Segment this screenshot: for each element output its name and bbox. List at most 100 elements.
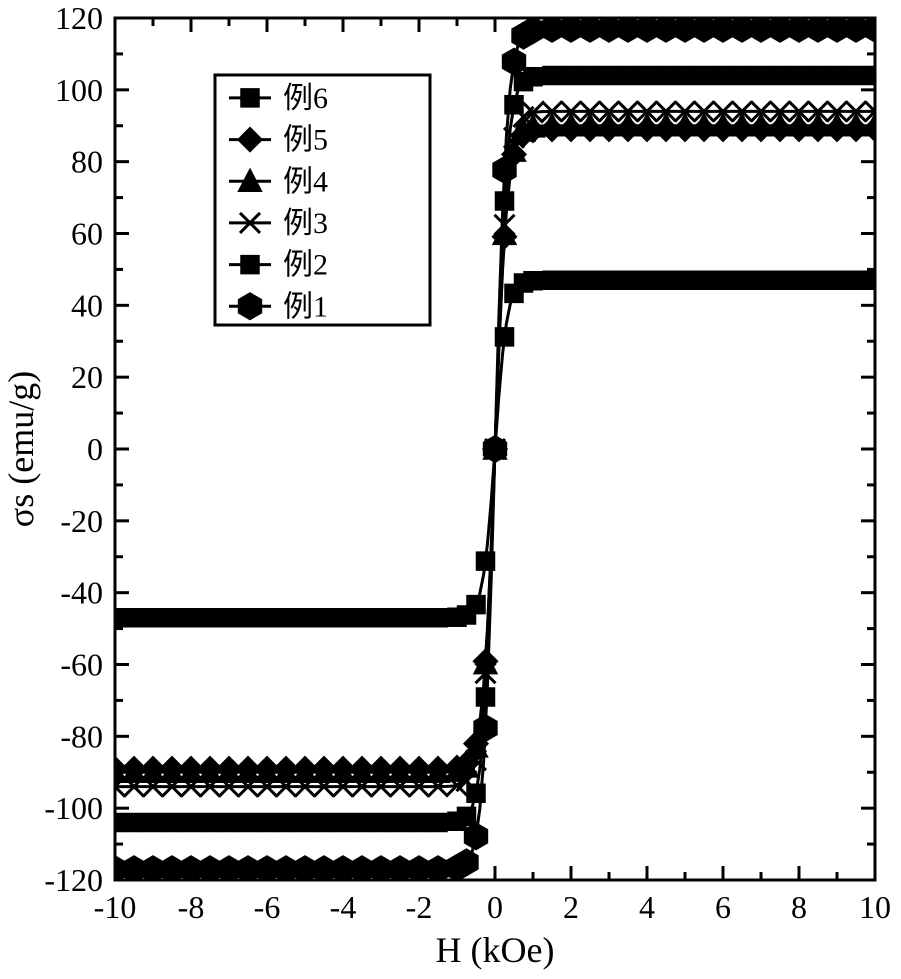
series-marker-s6 (524, 272, 542, 290)
legend-label: 例2 (283, 249, 328, 282)
series-marker-s2 (391, 814, 409, 832)
series-marker-s2 (790, 66, 808, 84)
x-tick-label: 4 (639, 889, 655, 925)
series-marker-s2 (277, 814, 295, 832)
x-tick-label: 6 (715, 889, 731, 925)
series-marker-s6 (239, 609, 257, 627)
series-marker-s6 (391, 609, 409, 627)
y-tick-label: 60 (71, 216, 103, 252)
x-tick-label: -2 (406, 889, 433, 925)
series-marker-s2 (866, 66, 884, 84)
series-marker-s6 (733, 271, 751, 289)
series-marker-s2 (714, 66, 732, 84)
y-tick-label: 0 (87, 431, 103, 467)
series-marker-s2 (505, 96, 523, 114)
series-marker-s6 (477, 552, 495, 570)
series-marker-s2 (562, 66, 580, 84)
series-marker-s2 (163, 814, 181, 832)
y-tick-label: 20 (71, 359, 103, 395)
legend-label: 例4 (283, 165, 328, 198)
series-marker-s6 (657, 271, 675, 289)
series-marker-s2 (752, 66, 770, 84)
series-marker-s1 (455, 849, 478, 875)
series-marker-s2 (220, 814, 238, 832)
series-marker-s2 (581, 66, 599, 84)
series-marker-s6 (144, 609, 162, 627)
series-marker-s6 (467, 596, 485, 614)
series-marker-s2 (638, 66, 656, 84)
legend: 例6 例5 例4 例3 例2 例1 (215, 75, 430, 325)
series-marker-s2 (144, 814, 162, 832)
series-marker-s6 (163, 609, 181, 627)
series-marker-s6 (752, 271, 770, 289)
y-tick-label: -60 (60, 647, 103, 683)
series-marker-s2 (771, 66, 789, 84)
series-marker-s2 (847, 66, 865, 84)
series-marker-s2 (600, 66, 618, 84)
series-marker-s6 (866, 271, 884, 289)
series-marker-s2 (410, 814, 428, 832)
series-marker-s6 (790, 271, 808, 289)
series-marker-s6 (106, 609, 124, 627)
y-axis-label: σs (emu/g) (1, 371, 41, 527)
series-marker-s2 (429, 813, 447, 831)
hysteresis-chart: -10-8-6-4-20246810-120-100-80-60-40-2002… (0, 0, 901, 979)
series-marker-s2 (315, 814, 333, 832)
series-marker-s2 (258, 814, 276, 832)
series-marker-s2 (239, 814, 257, 832)
series-marker-s2 (524, 68, 542, 86)
series-marker-s2 (733, 66, 751, 84)
series-marker-s6 (182, 609, 200, 627)
series-marker-s6 (809, 271, 827, 289)
series-marker-s6 (296, 609, 314, 627)
series-marker-s2 (543, 67, 561, 85)
y-tick-label: -100 (44, 790, 103, 826)
series-marker-s6 (258, 609, 276, 627)
series-marker-s6 (581, 271, 599, 289)
legend-label: 例6 (283, 82, 328, 115)
series-marker-s2 (467, 784, 485, 802)
x-tick-label: -6 (254, 889, 281, 925)
series-marker-s6 (277, 609, 295, 627)
series-marker-s2 (695, 66, 713, 84)
legend-label: 例5 (283, 124, 328, 157)
y-tick-label: -40 (60, 575, 103, 611)
x-tick-label: -4 (330, 889, 357, 925)
series-marker-s6 (695, 271, 713, 289)
series-marker-s6 (638, 271, 656, 289)
series-marker-s2 (106, 814, 124, 832)
series-marker-s1 (503, 48, 526, 74)
series-marker-s6 (220, 609, 238, 627)
series-marker-s6 (771, 271, 789, 289)
series-marker-s2 (828, 66, 846, 84)
series-marker-s2 (809, 66, 827, 84)
series-marker-s2 (334, 814, 352, 832)
series-marker-s6 (676, 271, 694, 289)
y-tick-label: 100 (55, 72, 103, 108)
series-marker-s2 (676, 66, 694, 84)
series-marker-s2 (372, 814, 390, 832)
series-marker-s6 (496, 328, 514, 346)
x-axis-label: H (kOe) (436, 930, 555, 970)
x-tick-label: 8 (791, 889, 807, 925)
legend-label: 例3 (283, 207, 328, 240)
series-marker-s6 (600, 271, 618, 289)
series-marker-s6 (125, 609, 143, 627)
series-marker-s6 (334, 609, 352, 627)
y-tick-label: -20 (60, 503, 103, 539)
series-marker-s6 (372, 609, 390, 627)
legend-label: 例1 (283, 290, 328, 323)
series-marker-s6 (562, 271, 580, 289)
x-tick-label: 0 (487, 889, 503, 925)
series-marker-s6 (429, 609, 447, 627)
series-marker-s6 (847, 271, 865, 289)
series-marker-s6 (410, 609, 428, 627)
series-marker-s2 (296, 814, 314, 832)
y-tick-label: 80 (71, 144, 103, 180)
series-marker-s2 (619, 66, 637, 84)
series-marker-s6 (315, 609, 333, 627)
series-marker-s6 (828, 271, 846, 289)
x-tick-label: 10 (859, 889, 891, 925)
series-marker-s6 (486, 440, 504, 458)
chart-container: -10-8-6-4-20246810-120-100-80-60-40-2002… (0, 0, 901, 979)
